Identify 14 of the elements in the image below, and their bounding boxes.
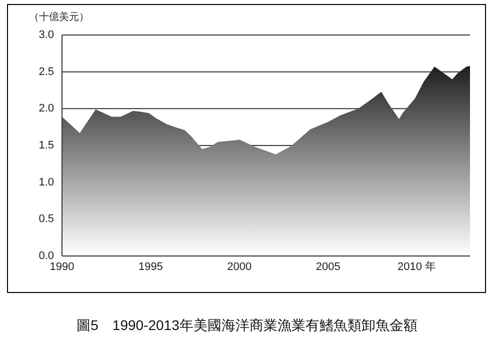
x-tick-label: 1990 (50, 261, 74, 273)
y-tick-label: 2.5 (38, 66, 54, 78)
y-tick-label: 2.0 (38, 102, 54, 115)
y-tick-label: 0.5 (38, 213, 54, 226)
y-tick-label: 1.0 (38, 176, 54, 188)
y-tick-label: 3.0 (38, 29, 54, 41)
x-tick-label: 1995 (138, 261, 163, 273)
y-tick-label: 0.0 (38, 250, 54, 262)
text: 圖5 1990-2013年美國海洋商業漁業有鰭魚類卸魚金額 (76, 317, 418, 333)
x-tick-label: 2000 (227, 261, 252, 273)
x-tick-label: 2010 年 (398, 261, 436, 273)
y-tick-label: 1.5 (38, 140, 54, 152)
x-tick-label: 2005 (316, 261, 340, 273)
y-axis-title: （十億美元） (29, 11, 89, 23)
